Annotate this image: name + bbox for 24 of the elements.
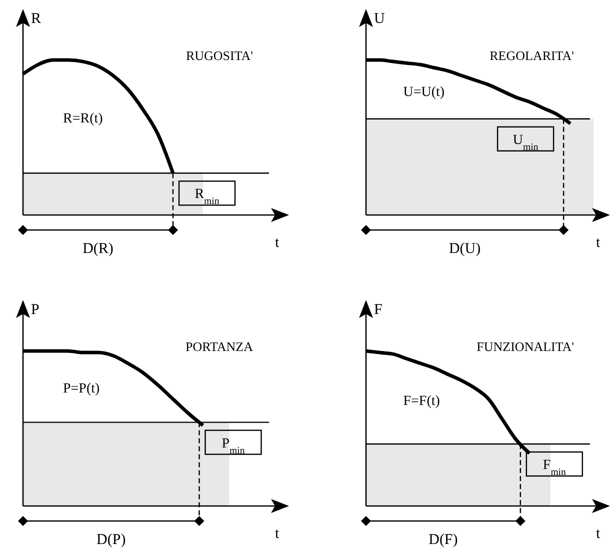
ref-line-label: P$_{min}$ xyxy=(222,436,245,456)
ref-line-label: U$_{min}$ xyxy=(512,132,538,152)
chart-title: REGOLARITA' xyxy=(490,48,574,63)
series-label: F=F(t) xyxy=(403,394,440,410)
y-axis-title: F xyxy=(374,302,382,318)
x-axis-title: t xyxy=(275,235,280,251)
text: D(P) xyxy=(96,532,126,548)
y-axis-title: R xyxy=(31,11,42,27)
ref-line-label: R$_{min}$ xyxy=(194,187,220,207)
chart-title: RUGOSITA' xyxy=(186,48,253,63)
text: D(R) xyxy=(82,241,114,257)
chart-title: FUNZIONALITA' xyxy=(476,339,574,354)
text: D(U) xyxy=(448,241,481,257)
y-axis-title: P xyxy=(31,302,40,318)
x-axis-title: t xyxy=(596,526,601,542)
series-label: U=U(t) xyxy=(403,85,445,100)
text: D(F) xyxy=(428,532,458,548)
chart-title: PORTANZA xyxy=(185,339,254,354)
ref-line-label: F$_{min}$ xyxy=(542,458,566,478)
x-axis-title: t xyxy=(275,526,280,542)
y-axis-title: U xyxy=(374,11,385,27)
text: R=R(t) xyxy=(63,112,104,127)
text: P=P(t) xyxy=(63,382,100,397)
x-axis-title: t xyxy=(596,235,601,251)
